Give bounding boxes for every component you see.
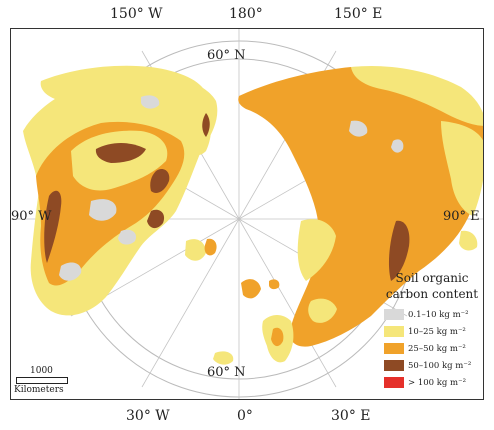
longitude-label-30e: 30° E [331,408,371,424]
scale-bar: 1000 Kilometers [14,366,68,395]
soil-carbon-legend: Soil organic carbon content 0.1–10 kg m⁻… [384,270,480,391]
longitude-label-0: 0° [237,408,253,424]
polar-map-frame: 60° N 60° N 90° W 90° E [10,28,484,400]
longitude-label-90w: 90° W [11,209,52,224]
legend-label: 0.1–10 kg m⁻² [408,309,469,320]
longitude-label-180: 180° [229,6,263,22]
legend-label: > 100 kg m⁻² [408,377,466,388]
legend-swatch [384,343,404,354]
latitude-label-top: 60° N [207,48,246,63]
legend-label: 25–50 kg m⁻² [408,343,466,354]
longitude-label-150w: 150° W [110,6,163,22]
longitude-label-30w: 30° W [126,408,170,424]
legend-item: 25–50 kg m⁻² [384,340,480,357]
legend-title-line2: carbon content [385,287,479,301]
svalbard [269,279,280,290]
legend-item: 0.1–10 kg m⁻² [384,306,480,323]
legend-item: > 100 kg m⁻² [384,374,480,391]
legend-label: 10–25 kg m⁻² [408,326,466,337]
polar-soil-carbon-map [11,29,483,399]
legend-title: Soil organic carbon content [384,270,480,302]
scale-bar-value: 1000 [30,366,53,376]
legend-item: 10–25 kg m⁻² [384,323,480,340]
legend-swatch [384,326,404,337]
legend-swatch [384,377,404,388]
iceland [213,351,234,365]
scale-bar-graphic [16,377,68,384]
legend-swatch [384,309,404,320]
legend-item: 50–100 kg m⁻² [384,357,480,374]
latitude-label-bottom: 60° N [207,365,246,380]
legend-title-line1: Soil organic [395,271,469,285]
legend-label: 50–100 kg m⁻² [408,360,472,371]
legend-swatch [384,360,404,371]
longitude-label-90e: 90° E [443,209,480,224]
scale-bar-unit: Kilometers [14,385,64,395]
eurasia-landmass [238,65,483,363]
north-america-landmass [23,65,218,316]
longitude-label-150e: 150° E [334,6,383,22]
